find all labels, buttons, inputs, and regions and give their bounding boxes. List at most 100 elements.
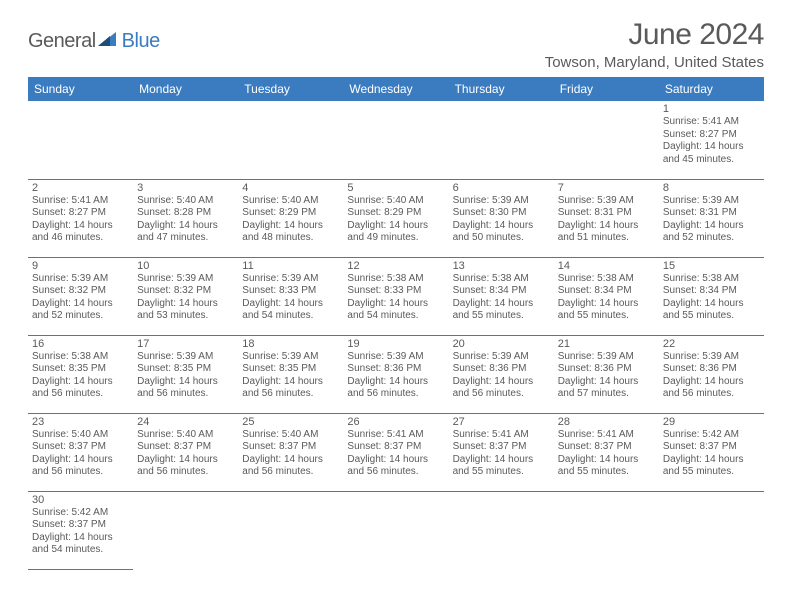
sunset-line: Sunset: 8:31 PM [663,207,760,220]
day-cell: 9Sunrise: 5:39 AMSunset: 8:32 PMDaylight… [28,257,133,335]
daylight-line: Daylight: 14 hours and 55 minutes. [453,454,550,479]
sunrise-line: Sunrise: 5:39 AM [453,195,550,208]
daylight-line: Daylight: 14 hours and 48 minutes. [242,220,339,245]
day-cell: 20Sunrise: 5:39 AMSunset: 8:36 PMDayligh… [449,335,554,413]
sunrise-line: Sunrise: 5:38 AM [347,273,444,286]
sunrise-line: Sunrise: 5:40 AM [137,429,234,442]
day-number: 23 [32,416,129,428]
sun-info: Sunrise: 5:40 AMSunset: 8:37 PMDaylight:… [32,429,129,479]
sunset-line: Sunset: 8:32 PM [137,285,234,298]
daylight-line: Daylight: 14 hours and 51 minutes. [558,220,655,245]
empty-cell [449,491,554,569]
daylight-line: Daylight: 14 hours and 56 minutes. [242,376,339,401]
empty-cell [554,101,659,179]
day-cell: 24Sunrise: 5:40 AMSunset: 8:37 PMDayligh… [133,413,238,491]
day-cell: 29Sunrise: 5:42 AMSunset: 8:37 PMDayligh… [659,413,764,491]
day-header-friday: Friday [554,77,659,101]
sunset-line: Sunset: 8:36 PM [558,363,655,376]
sun-info: Sunrise: 5:38 AMSunset: 8:35 PMDaylight:… [32,351,129,401]
daylight-line: Daylight: 14 hours and 55 minutes. [663,298,760,323]
logo-text-part2: Blue [122,30,160,53]
sun-info: Sunrise: 5:38 AMSunset: 8:34 PMDaylight:… [663,273,760,323]
sunrise-line: Sunrise: 5:38 AM [558,273,655,286]
day-number: 18 [242,338,339,350]
day-cell: 30Sunrise: 5:42 AMSunset: 8:37 PMDayligh… [28,491,133,569]
sun-info: Sunrise: 5:39 AMSunset: 8:36 PMDaylight:… [663,351,760,401]
sunset-line: Sunset: 8:37 PM [453,441,550,454]
day-cell: 15Sunrise: 5:38 AMSunset: 8:34 PMDayligh… [659,257,764,335]
daylight-line: Daylight: 14 hours and 52 minutes. [663,220,760,245]
day-cell: 2Sunrise: 5:41 AMSunset: 8:27 PMDaylight… [28,179,133,257]
day-cell: 23Sunrise: 5:40 AMSunset: 8:37 PMDayligh… [28,413,133,491]
sunset-line: Sunset: 8:27 PM [663,129,760,142]
week-row: 9Sunrise: 5:39 AMSunset: 8:32 PMDaylight… [28,257,764,335]
sunset-line: Sunset: 8:36 PM [663,363,760,376]
daylight-line: Daylight: 14 hours and 57 minutes. [558,376,655,401]
sunrise-line: Sunrise: 5:38 AM [32,351,129,364]
day-header-thursday: Thursday [449,77,554,101]
sunset-line: Sunset: 8:37 PM [32,519,129,532]
sun-info: Sunrise: 5:41 AMSunset: 8:27 PMDaylight:… [663,116,760,166]
sun-info: Sunrise: 5:39 AMSunset: 8:33 PMDaylight:… [242,273,339,323]
sunset-line: Sunset: 8:36 PM [453,363,550,376]
daylight-line: Daylight: 14 hours and 52 minutes. [32,298,129,323]
sunset-line: Sunset: 8:35 PM [32,363,129,376]
daylight-line: Daylight: 14 hours and 49 minutes. [347,220,444,245]
sun-info: Sunrise: 5:39 AMSunset: 8:35 PMDaylight:… [242,351,339,401]
sun-info: Sunrise: 5:39 AMSunset: 8:36 PMDaylight:… [453,351,550,401]
day-number: 24 [137,416,234,428]
logo-sail-icon [96,28,120,53]
daylight-line: Daylight: 14 hours and 56 minutes. [32,376,129,401]
day-number: 21 [558,338,655,350]
daylight-line: Daylight: 14 hours and 54 minutes. [242,298,339,323]
sun-info: Sunrise: 5:41 AMSunset: 8:27 PMDaylight:… [32,195,129,245]
day-number: 28 [558,416,655,428]
sunset-line: Sunset: 8:33 PM [242,285,339,298]
sunset-line: Sunset: 8:34 PM [663,285,760,298]
logo: General Blue [28,18,160,55]
daylight-line: Daylight: 14 hours and 55 minutes. [453,298,550,323]
day-number: 22 [663,338,760,350]
daylight-line: Daylight: 14 hours and 56 minutes. [347,376,444,401]
sunrise-line: Sunrise: 5:39 AM [663,195,760,208]
sunrise-line: Sunrise: 5:39 AM [663,351,760,364]
day-cell: 8Sunrise: 5:39 AMSunset: 8:31 PMDaylight… [659,179,764,257]
week-row: 30Sunrise: 5:42 AMSunset: 8:37 PMDayligh… [28,491,764,569]
daylight-line: Daylight: 14 hours and 55 minutes. [663,454,760,479]
sun-info: Sunrise: 5:39 AMSunset: 8:32 PMDaylight:… [137,273,234,323]
day-number: 7 [558,182,655,194]
daylight-line: Daylight: 14 hours and 54 minutes. [347,298,444,323]
day-number: 1 [663,103,760,115]
day-number: 17 [137,338,234,350]
sunrise-line: Sunrise: 5:41 AM [32,195,129,208]
sunset-line: Sunset: 8:27 PM [32,207,129,220]
sunrise-line: Sunrise: 5:41 AM [558,429,655,442]
sunrise-line: Sunrise: 5:40 AM [347,195,444,208]
empty-cell [449,101,554,179]
empty-cell [238,101,343,179]
day-number: 20 [453,338,550,350]
daylight-line: Daylight: 14 hours and 56 minutes. [137,376,234,401]
daylight-line: Daylight: 14 hours and 46 minutes. [32,220,129,245]
sun-info: Sunrise: 5:40 AMSunset: 8:28 PMDaylight:… [137,195,234,245]
sun-info: Sunrise: 5:38 AMSunset: 8:33 PMDaylight:… [347,273,444,323]
empty-cell [28,101,133,179]
day-number: 26 [347,416,444,428]
day-number: 8 [663,182,760,194]
sunrise-line: Sunrise: 5:41 AM [453,429,550,442]
month-title: June 2024 [545,18,764,52]
day-cell: 1Sunrise: 5:41 AMSunset: 8:27 PMDaylight… [659,101,764,179]
sunset-line: Sunset: 8:34 PM [453,285,550,298]
day-number: 9 [32,260,129,272]
sunrise-line: Sunrise: 5:39 AM [242,273,339,286]
day-cell: 22Sunrise: 5:39 AMSunset: 8:36 PMDayligh… [659,335,764,413]
location-text: Towson, Maryland, United States [545,54,764,71]
daylight-line: Daylight: 14 hours and 45 minutes. [663,141,760,166]
sunrise-line: Sunrise: 5:41 AM [347,429,444,442]
sunrise-line: Sunrise: 5:40 AM [242,195,339,208]
day-cell: 25Sunrise: 5:40 AMSunset: 8:37 PMDayligh… [238,413,343,491]
daylight-line: Daylight: 14 hours and 56 minutes. [663,376,760,401]
day-number: 15 [663,260,760,272]
day-number: 13 [453,260,550,272]
sun-info: Sunrise: 5:39 AMSunset: 8:30 PMDaylight:… [453,195,550,245]
